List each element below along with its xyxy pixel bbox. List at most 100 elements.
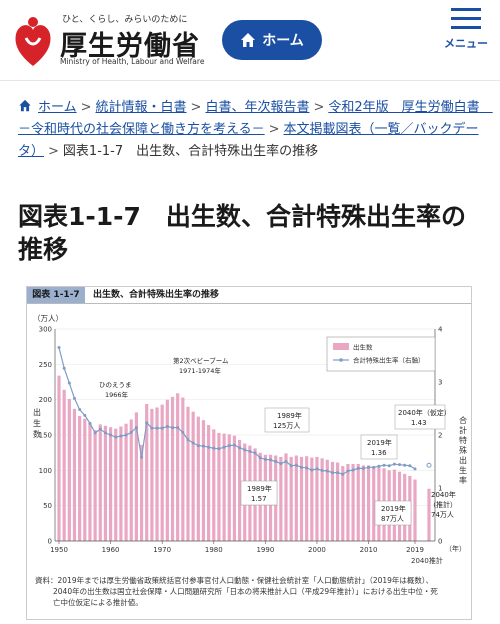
tfr-point	[284, 460, 288, 463]
y-right-label-7: 率	[459, 475, 467, 485]
tfr-point	[325, 469, 329, 473]
births-bar	[212, 429, 216, 541]
tfr-point	[238, 446, 242, 450]
tfr-point	[367, 465, 371, 469]
tfr-point	[176, 426, 180, 430]
y-right-tick-label: 3	[438, 379, 442, 387]
annotation-1989-births: 1989年 125万人	[264, 407, 310, 433]
legend-tfr-label: 合計特殊出生率（右軸）	[353, 356, 425, 365]
x-tick-label: 1980	[205, 546, 223, 554]
breadcrumb-r2-whitepaper-link[interactable]: 令和2年版 厚生労働白書 －令和時代の社会保障と働き方を考える－	[18, 100, 493, 137]
tfr-point	[98, 427, 102, 431]
births-bar	[361, 465, 366, 541]
breadcrumb-home-link[interactable]: ホーム	[38, 100, 77, 115]
births-bar	[232, 435, 237, 541]
tfr-point	[269, 458, 273, 462]
chevron-right-icon: >	[268, 122, 280, 137]
y-left-label-1: 出	[33, 407, 41, 417]
tfr-point	[124, 433, 128, 437]
births-bar	[165, 399, 169, 541]
annotation-1989-tfr: 1989年 1.57	[240, 480, 278, 506]
births-bar	[294, 455, 298, 541]
births-bar	[305, 456, 309, 541]
tfr-point	[62, 366, 66, 370]
births-bar	[98, 424, 102, 541]
annotation-2019-births-box	[374, 500, 412, 526]
births-bar	[356, 463, 360, 541]
births-bar	[119, 426, 123, 541]
hamburger-icon	[438, 8, 494, 29]
tfr-point	[88, 421, 92, 425]
figure-source-line-3: 亡中位仮定による推計値。	[53, 598, 143, 607]
y-right-tick-label: 1	[438, 485, 442, 493]
mhlw-logo[interactable]: ひと、くらし、みらいのために 厚生労働省 Ministry of Health,…	[12, 12, 204, 68]
births-bar	[176, 393, 180, 541]
annotation-hinoeuma-year: 1966年	[105, 390, 129, 399]
tfr-point	[72, 396, 76, 400]
annotation-2040-tfr: 2040年（仮定） 1.43	[394, 404, 451, 430]
figure-source-line-2: 2040年の出生数は国立社会保障・人口問題研究所「日本の将来推計人口（平成29年…	[53, 587, 438, 596]
y-right-label-3: 特	[459, 435, 467, 445]
x-tick-label: 2019	[406, 546, 424, 554]
tfr-point	[217, 447, 221, 451]
tfr-series-line	[58, 347, 416, 475]
annotation-2040-tfr-value: 1.43	[411, 419, 427, 427]
births-bar	[320, 458, 324, 541]
figure-title: 出生数、合計特殊出生率の推移	[93, 290, 220, 300]
legend-births-swatch	[333, 343, 349, 350]
annotation-hinoeuma: ひのえうま 1966年	[99, 381, 132, 399]
births-bar	[155, 407, 159, 541]
births-bar	[134, 412, 138, 541]
annotation-hinoeuma-label: ひのえうま	[99, 381, 132, 389]
annotation-2019-tfr-value: 1.36	[371, 449, 387, 457]
tfr-point	[294, 463, 298, 467]
logo-name: 厚生労働省	[60, 31, 200, 62]
annotation-2019-tfr-year: 2019年	[367, 438, 392, 447]
x-tick-label: 1970	[153, 546, 171, 554]
births-bar	[227, 434, 231, 541]
logo-mark-icon	[15, 17, 51, 66]
breadcrumb-current: 図表1-1-7 出生数、合計特殊出生率の推移	[62, 144, 319, 159]
births-bar	[72, 408, 77, 541]
y-left-label: 出 生 数	[33, 407, 44, 439]
home-button[interactable]: ホーム	[222, 20, 322, 60]
births-bar	[201, 420, 206, 541]
figure-badge: 図表 1-1-7	[27, 287, 85, 303]
births-bar	[310, 457, 314, 541]
tfr-point	[140, 455, 144, 459]
tfr-point	[346, 469, 350, 473]
breadcrumb-whitepaper-link[interactable]: 白書、年次報告書	[205, 100, 310, 115]
tfr-point	[320, 469, 324, 473]
tfr-point	[243, 448, 247, 452]
births-bar	[88, 422, 92, 541]
births-bar	[93, 430, 97, 541]
tfr-point	[114, 435, 118, 439]
y-left-tick-label: 300	[39, 326, 52, 334]
tfr-point	[119, 434, 123, 438]
breadcrumb-figures-link[interactable]: 本文掲載図表（一覧／バックデータ）	[18, 122, 479, 159]
menu-button-label: メニュー	[444, 37, 488, 50]
births-bar	[186, 406, 190, 541]
tfr-point	[191, 441, 195, 445]
tfr-point	[165, 425, 169, 429]
tfr-point	[330, 471, 334, 475]
tfr-point	[155, 426, 159, 430]
tfr-point	[305, 466, 309, 470]
home-button-label: ホーム	[262, 33, 304, 49]
annotation-babyboom-label: 第2次ベビーブーム	[173, 356, 229, 365]
annotation-1989-births-box	[264, 407, 310, 433]
annotation-2019-tfr: 2019年 1.36	[360, 434, 398, 460]
tfr-point	[403, 463, 407, 467]
breadcrumb-stats-link[interactable]: 統計情報・白書	[95, 100, 187, 115]
y-right-tick-label: 0	[438, 538, 442, 546]
figure-source-line-1: 資料：2019年までは厚生労働省政策統括官付参事官付人口動態・保健社会統計室「人…	[35, 576, 434, 585]
tfr-point	[341, 472, 345, 476]
tfr-point	[181, 430, 185, 434]
menu-button[interactable]: メニュー	[438, 8, 494, 64]
figure-source-note: 資料：2019年までは厚生労働省政策統括官付参事官付人口動態・保健社会統計室「人…	[35, 575, 463, 608]
x-tick-2040: 2040推計	[411, 556, 443, 565]
births-bar	[413, 479, 417, 541]
annotation-2040-births-year: 2040年	[431, 490, 456, 499]
annotation-2040-tfr-box	[394, 404, 446, 430]
